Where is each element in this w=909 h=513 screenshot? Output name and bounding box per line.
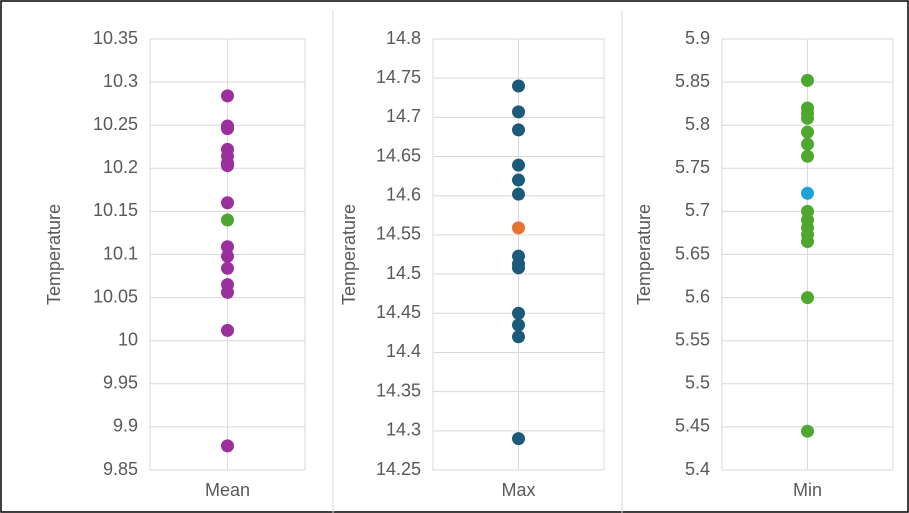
y-tick-label: 9.9 bbox=[113, 416, 138, 436]
y-axis-label: Temperature bbox=[339, 204, 359, 305]
y-tick-label: 14.25 bbox=[376, 459, 421, 479]
y-tick-label: 14.4 bbox=[386, 341, 421, 361]
point bbox=[512, 221, 525, 235]
x-tick-label: Min bbox=[793, 480, 822, 500]
point bbox=[221, 323, 234, 337]
point bbox=[512, 432, 525, 446]
point bbox=[512, 173, 525, 187]
point bbox=[512, 261, 525, 275]
y-tick-label: 5.75 bbox=[675, 157, 710, 177]
point bbox=[221, 285, 234, 299]
point bbox=[801, 235, 814, 249]
y-tick-label: 5.55 bbox=[675, 329, 710, 349]
point bbox=[512, 330, 525, 344]
y-tick-label: 5.8 bbox=[685, 114, 710, 134]
y-tick-label: 9.85 bbox=[103, 459, 138, 479]
point bbox=[512, 79, 525, 93]
point bbox=[801, 424, 814, 438]
y-tick-label: 14.65 bbox=[376, 145, 421, 165]
y-tick-label: 14.7 bbox=[386, 106, 421, 126]
y-tick-label: 5.7 bbox=[685, 200, 710, 220]
point bbox=[801, 137, 814, 151]
y-tick-label: 14.55 bbox=[376, 224, 421, 244]
point bbox=[801, 73, 814, 87]
y-tick-label: 10 bbox=[118, 329, 138, 349]
y-tick-label: 14.5 bbox=[386, 263, 421, 283]
point bbox=[221, 249, 234, 263]
y-tick-label: 14.8 bbox=[386, 28, 421, 48]
point bbox=[221, 439, 234, 453]
y-tick-label: 5.4 bbox=[685, 459, 710, 479]
point bbox=[801, 149, 814, 163]
point bbox=[801, 291, 814, 305]
point bbox=[221, 89, 234, 103]
point bbox=[221, 122, 234, 136]
point bbox=[221, 159, 234, 173]
y-tick-label: 14.3 bbox=[386, 420, 421, 440]
y-tick-label: 5.85 bbox=[675, 71, 710, 91]
point bbox=[512, 187, 525, 201]
y-tick-label: 5.9 bbox=[685, 28, 710, 48]
point bbox=[801, 125, 814, 139]
point bbox=[512, 105, 525, 119]
y-tick-label: 10.2 bbox=[103, 157, 138, 177]
y-tick-label: 10.1 bbox=[103, 243, 138, 263]
point bbox=[221, 261, 234, 275]
y-tick-label: 5.6 bbox=[685, 286, 710, 306]
point bbox=[801, 111, 814, 125]
y-tick-label: 14.35 bbox=[376, 380, 421, 400]
y-tick-label: 10.05 bbox=[93, 286, 138, 306]
y-tick-label: 5.65 bbox=[675, 243, 710, 263]
point bbox=[512, 306, 525, 320]
y-axis-label: Temperature bbox=[634, 204, 654, 305]
y-axis-label: Temperature bbox=[44, 204, 64, 305]
y-tick-label: 10.25 bbox=[93, 114, 138, 134]
point bbox=[801, 186, 814, 200]
y-tick-label: 10.35 bbox=[93, 28, 138, 48]
y-tick-label: 10.3 bbox=[103, 71, 138, 91]
y-tick-label: 14.6 bbox=[386, 184, 421, 204]
y-tick-label: 5.45 bbox=[675, 416, 710, 436]
y-tick-label: 5.5 bbox=[685, 373, 710, 393]
x-tick-label: Max bbox=[501, 480, 535, 500]
point bbox=[221, 240, 234, 254]
y-tick-label: 14.45 bbox=[376, 302, 421, 322]
point bbox=[221, 213, 234, 227]
y-tick-label: 9.95 bbox=[103, 373, 138, 393]
point bbox=[221, 196, 234, 210]
x-tick-label: Mean bbox=[205, 480, 250, 500]
point bbox=[512, 318, 525, 332]
y-tick-label: 10.15 bbox=[93, 200, 138, 220]
point bbox=[512, 123, 525, 137]
y-tick-label: 14.75 bbox=[376, 67, 421, 87]
point bbox=[512, 158, 525, 172]
